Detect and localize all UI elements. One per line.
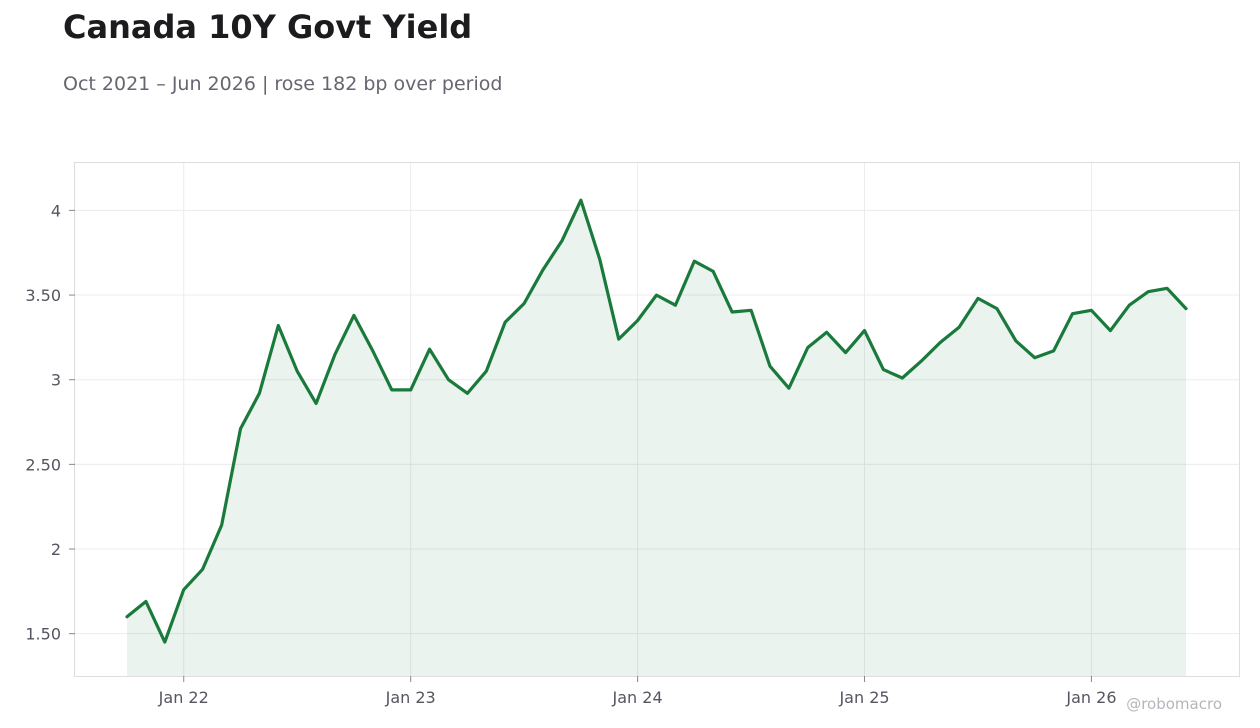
y-tick-label: 3 [51, 371, 61, 390]
y-tick-label: 3.50 [25, 286, 61, 305]
chart-title: Canada 10Y Govt Yield [63, 8, 473, 46]
x-tick-label: Jan 26 [1065, 688, 1116, 707]
series-line [125, 198, 1188, 644]
series-line-layer [125, 198, 1188, 644]
watermark: @robomacro [1126, 695, 1222, 713]
y-tick-label: 2.50 [25, 455, 61, 474]
x-tick-label: Jan 25 [838, 688, 889, 707]
y-tick-label: 2 [51, 540, 61, 559]
chart-subtitle: Oct 2021 – Jun 2026 | rose 182 bp over p… [63, 73, 503, 95]
x-tick-label: Jan 23 [385, 688, 436, 707]
y-tick-label: 1.50 [25, 625, 61, 644]
x-tick-label: Jan 24 [612, 688, 663, 707]
y-tick-label: 4 [51, 201, 61, 220]
plot-frame [74, 162, 1240, 677]
x-tick-label: Jan 22 [158, 688, 209, 707]
area-fill-layer [127, 200, 1186, 676]
axis-labels: 1.50 2 2.50 3 3.50 4 Jan 22 Jan 23 Jan 24 Jan 25 J… [25, 201, 1116, 707]
series-area [127, 200, 1186, 676]
